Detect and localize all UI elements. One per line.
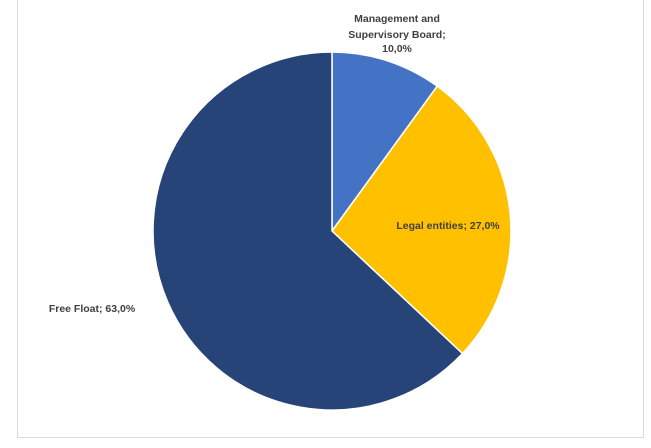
slice-label-management-line1: Management and xyxy=(354,13,440,25)
slice-label-legal-entities: Legal entities; 27,0% xyxy=(396,220,500,232)
slice-label-free-float: Free Float; 63,0% xyxy=(49,303,136,315)
slice-label-management-line2: Supervisory Board; xyxy=(348,29,445,41)
slice-label-management-value: 10,0% xyxy=(382,43,412,55)
